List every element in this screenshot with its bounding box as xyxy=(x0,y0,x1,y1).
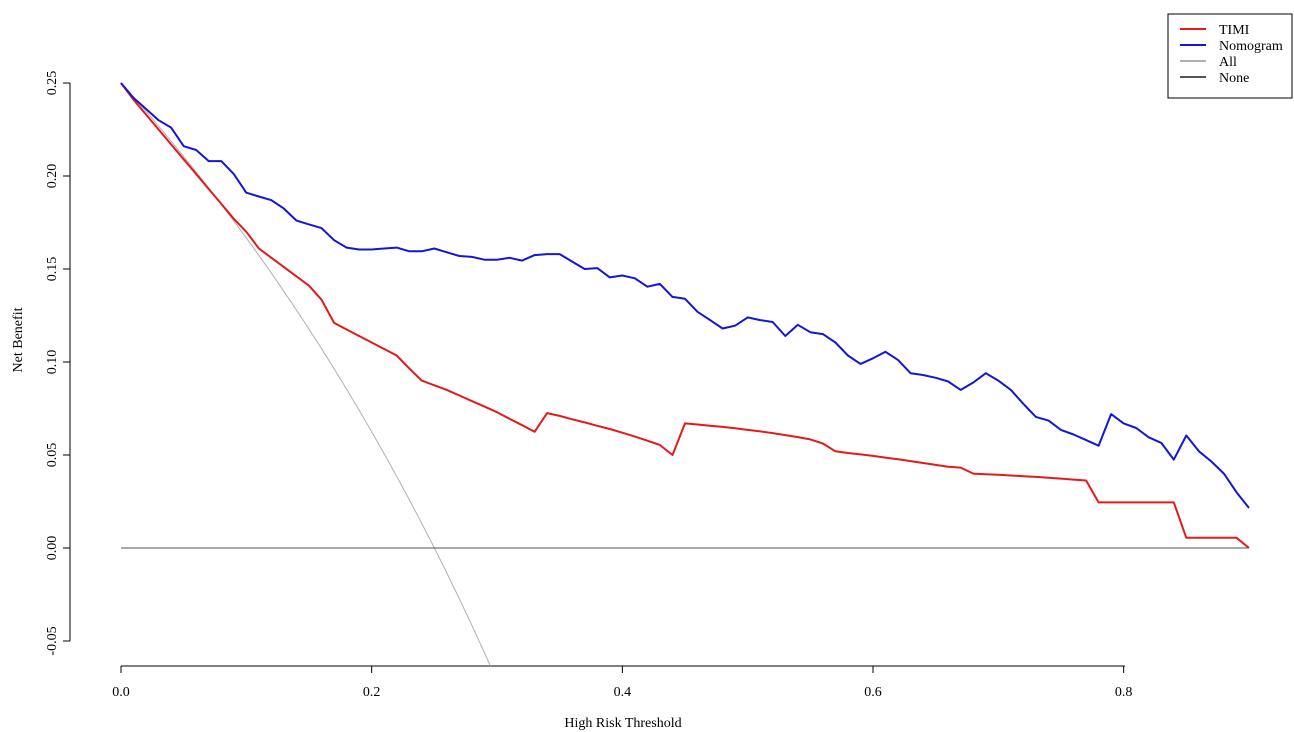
y-axis-label: Net Benefit xyxy=(11,307,26,372)
legend-label-all: All xyxy=(1219,55,1237,70)
x-tick-label: 0.0 xyxy=(112,685,130,700)
series-line-all xyxy=(120,82,491,667)
x-tick-label: 0.6 xyxy=(864,685,882,700)
y-tick-label: 0.00 xyxy=(45,536,60,561)
y-tick-label: 0.10 xyxy=(45,350,60,375)
series-layer xyxy=(120,82,1250,667)
x-tick-label: 0.8 xyxy=(1115,685,1133,700)
legend-label-timi: TIMI xyxy=(1219,23,1250,38)
y-tick-label: 0.25 xyxy=(45,71,60,96)
y-tick-label: 0.20 xyxy=(45,164,60,189)
legend-label-none: None xyxy=(1219,71,1249,86)
y-ticks: -0.05 0.00 0.05 0.10 0.15 0.20 0.25 xyxy=(45,71,70,656)
series-line-nomogram xyxy=(120,82,1250,509)
series-line-timi xyxy=(120,82,1250,549)
y-tick-label: -0.05 xyxy=(45,626,60,655)
y-tick-label: 0.05 xyxy=(45,443,60,468)
x-ticks: 0.0 0.2 0.4 0.6 0.8 xyxy=(112,666,1132,700)
legend-label-nomogram: Nomogram xyxy=(1219,39,1283,54)
y-tick-label: 0.15 xyxy=(45,257,60,282)
x-tick-label: 0.2 xyxy=(363,685,381,700)
axes xyxy=(69,83,1125,667)
x-tick-label: 0.4 xyxy=(614,685,632,700)
x-axis-label: High Risk Threshold xyxy=(564,716,681,731)
